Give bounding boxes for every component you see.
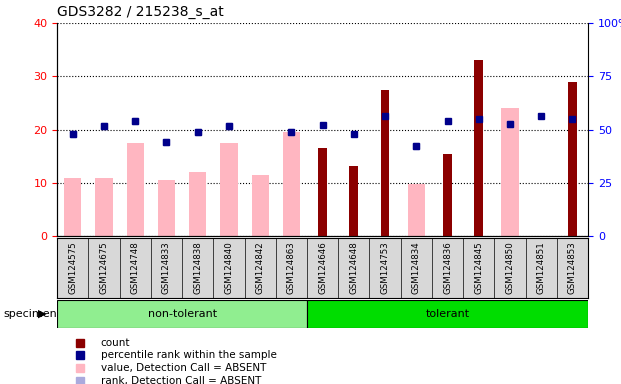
Text: GSM124836: GSM124836 [443,241,452,294]
Text: GSM124648: GSM124648 [350,241,358,294]
Bar [189,172,206,236]
Bar [501,108,519,236]
Text: GDS3282 / 215238_s_at: GDS3282 / 215238_s_at [57,5,224,19]
Text: GSM124840: GSM124840 [224,241,233,294]
Text: GSM124845: GSM124845 [474,241,483,294]
Text: rank, Detection Call = ABSENT: rank, Detection Call = ABSENT [101,376,261,384]
Text: GSM124842: GSM124842 [256,241,265,294]
Text: count: count [101,338,130,348]
Text: GSM124851: GSM124851 [537,241,546,294]
Text: GSM124834: GSM124834 [412,241,421,294]
Bar [474,60,483,236]
FancyBboxPatch shape [307,300,588,328]
Text: GSM124675: GSM124675 [99,241,109,294]
Bar [350,166,358,236]
Text: value, Detection Call = ABSENT: value, Detection Call = ABSENT [101,363,266,374]
Text: non-tolerant: non-tolerant [148,309,217,319]
Text: GSM124575: GSM124575 [68,241,77,294]
Text: tolerant: tolerant [425,309,469,319]
Bar [318,148,327,236]
Bar [408,184,425,236]
Text: GSM124753: GSM124753 [381,241,389,294]
Bar [96,177,112,236]
Bar [283,132,300,236]
Bar [381,89,389,236]
Text: GSM124833: GSM124833 [162,241,171,294]
Text: GSM124646: GSM124646 [318,241,327,294]
Text: ▶: ▶ [38,309,47,319]
Text: GSM124748: GSM124748 [130,241,140,294]
Text: percentile rank within the sample: percentile rank within the sample [101,351,276,361]
Text: GSM124850: GSM124850 [505,241,515,294]
FancyBboxPatch shape [57,300,307,328]
Text: GSM124863: GSM124863 [287,241,296,294]
Text: specimen: specimen [3,309,57,319]
Bar [158,180,175,236]
Bar [127,143,144,236]
Bar [252,175,269,236]
Text: GSM124838: GSM124838 [193,241,202,294]
Text: GSM124853: GSM124853 [568,241,577,294]
Bar [220,143,237,236]
Bar [64,177,81,236]
Bar [443,154,452,236]
Bar [568,82,577,236]
